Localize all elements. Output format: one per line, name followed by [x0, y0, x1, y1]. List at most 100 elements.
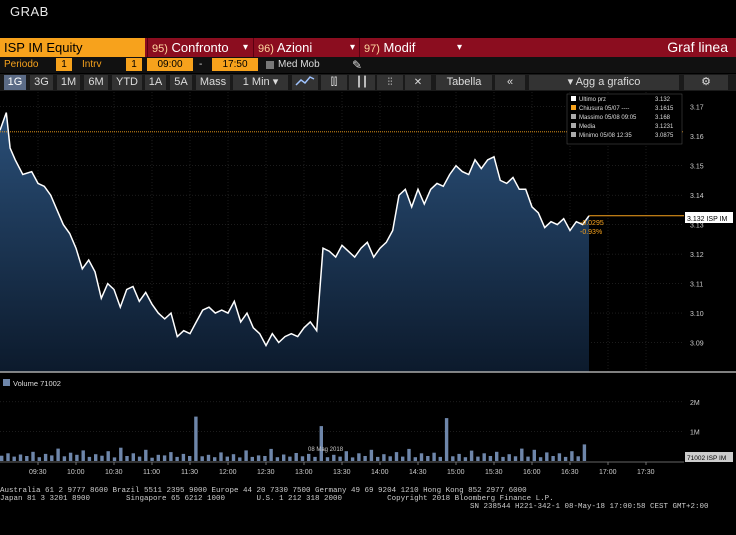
volume-bar: [213, 457, 217, 461]
volume-bar: [282, 454, 286, 461]
indicators-icon[interactable]: ⫶⫶: [377, 75, 403, 90]
range-button-3g[interactable]: 3G: [30, 75, 53, 90]
price-tick-label: 3.15: [690, 164, 704, 171]
edit-label: Modif: [383, 40, 416, 55]
interval-input[interactable]: 1: [126, 58, 142, 71]
volume-bar: [206, 454, 211, 461]
volume-bar: [501, 456, 505, 461]
last-price-tag: 3.132 ISP IM: [687, 216, 728, 223]
x-tick-label: 12:30: [257, 469, 275, 476]
collapse-button[interactable]: «: [495, 75, 525, 90]
actions-dropdown-icon[interactable]: ▾: [350, 42, 356, 53]
legend-item-value: 3.1231: [655, 124, 674, 130]
legend-swatch: [571, 105, 576, 110]
volume-bar: [432, 452, 436, 461]
volume-bar: [37, 457, 41, 461]
add-to-chart-label: Agg a grafico: [575, 76, 641, 88]
volume-axis: 1M 2M: [690, 400, 700, 437]
compare-button[interactable]: 95) Confronto: [147, 38, 251, 57]
volume-bar: [507, 454, 511, 461]
volume-bar: [419, 453, 424, 461]
volume-bar: [156, 454, 160, 461]
volume-bar: [106, 451, 110, 461]
settings-gear-icon[interactable]: ⚙: [684, 75, 728, 90]
range-button-mass[interactable]: Mass: [196, 75, 230, 90]
volume-grid: [0, 401, 684, 432]
volume-bar: [100, 455, 104, 461]
volume-bar: [269, 448, 273, 461]
volume-bars: [0, 416, 587, 461]
legend-item-label: Massimo 05/08 09:05: [579, 115, 637, 121]
x-tick-label: 11:30: [181, 469, 198, 476]
volume-bar: [87, 456, 92, 461]
volume-bar: [557, 453, 562, 461]
range-button-1a[interactable]: 1A: [145, 75, 166, 90]
volume-bar: [31, 451, 35, 461]
moving-average-checkbox[interactable]: [266, 61, 274, 69]
range-button-1g[interactable]: 1G: [4, 75, 26, 90]
x-tick-label: 09:30: [29, 469, 47, 476]
table-button[interactable]: Tabella: [436, 75, 492, 90]
volume-bar: [68, 452, 73, 461]
volume-bar: [357, 453, 361, 461]
compare-dropdown-icon[interactable]: ▾: [243, 42, 249, 53]
range-button-ytd[interactable]: YTD: [112, 75, 142, 90]
volume-bar: [175, 456, 179, 461]
actions-button[interactable]: 96) Azioni: [253, 38, 357, 57]
edit-button[interactable]: 97) Modif: [359, 38, 467, 57]
volume-bar: [526, 456, 530, 461]
volume-bar: [551, 456, 555, 461]
x-tick-label: 15:00: [447, 469, 465, 476]
candle-chart-icon[interactable]: ┃┃: [349, 75, 375, 90]
volume-bar: [407, 448, 411, 461]
edit-number: 97): [364, 43, 380, 55]
volume-bar: [413, 457, 417, 461]
volume-bar: [144, 449, 148, 461]
footer-line-1: Australia 61 2 9777 8600 Brazil 5511 239…: [0, 487, 527, 495]
price-chart[interactable]: 3.09 3.10 3.11 3.12 3.13 3.14 3.15 3.16 3.17 Ult…: [0, 92, 736, 530]
legend-item-label: Ultimo prz: [579, 97, 606, 103]
legend: Ultimo prz 3.132 Chiusura 05/07 ---- 3.1615…: [571, 96, 674, 139]
volume-bar: [332, 454, 336, 461]
interval-select[interactable]: 1 Min ▾: [233, 75, 288, 90]
volume-bar: [570, 451, 574, 461]
price-tick-label: 3.09: [690, 341, 704, 348]
volume-bar: [56, 448, 60, 461]
period-input[interactable]: 1: [56, 58, 72, 71]
x-tick-label: 11:00: [143, 469, 160, 476]
x-tick-label: 16:30: [561, 469, 579, 476]
draw-tools-icon[interactable]: ✕: [405, 75, 431, 90]
volume-bar: [62, 456, 67, 461]
volume-bar: [94, 454, 98, 461]
range-button-1m[interactable]: 1M: [57, 75, 80, 90]
start-time-input[interactable]: 09:00: [147, 58, 193, 71]
volume-tick-label: 1M: [690, 429, 700, 436]
line-chart-icon[interactable]: [292, 75, 318, 90]
legend-item-label: Chiusura 05/07 ----: [579, 106, 629, 112]
edit-dropdown-icon[interactable]: ▾: [457, 42, 463, 53]
window-title: GRAB: [10, 4, 49, 19]
volume-bar: [219, 452, 223, 461]
pencil-icon[interactable]: ✎: [352, 58, 363, 72]
range-button-6m[interactable]: 6M: [84, 75, 108, 90]
graph-type-label[interactable]: Graf linea: [667, 39, 728, 55]
legend-item-label: Media: [579, 124, 596, 130]
x-tick-label: 17:00: [599, 469, 617, 476]
volume-bar: [476, 456, 480, 461]
ticker-field[interactable]: ISP IM Equity: [0, 38, 145, 57]
end-time-input[interactable]: 17:50: [212, 58, 258, 71]
volume-bar: [256, 455, 261, 461]
volume-bar: [50, 455, 54, 461]
volume-bar: [150, 457, 154, 461]
volume-bar: [538, 457, 543, 461]
add-to-chart-button[interactable]: ▾ Agg a grafico: [529, 75, 679, 90]
volume-bar: [12, 456, 16, 461]
bar-chart-icon[interactable]: ⫿⫿: [321, 75, 347, 90]
volume-bar: [382, 454, 386, 461]
volume-bar: [513, 456, 518, 461]
range-button-5a[interactable]: 5A: [170, 75, 192, 90]
volume-bar: [532, 449, 536, 461]
volume-bar: [300, 456, 305, 461]
volume-bar: [125, 456, 129, 461]
price-tick-label: 3.11: [690, 282, 703, 289]
